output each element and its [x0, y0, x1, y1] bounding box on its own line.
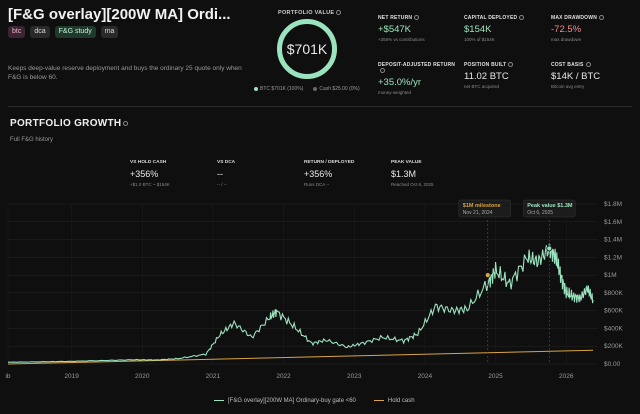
growth-title: PORTFOLIO GROWTH — [10, 118, 129, 129]
growth-chart[interactable]: $0.00 $200K $400K $600K $800K $1M $1.2M $1.4M $1… — [0, 196, 640, 396]
annotation-date: Nov 21, 2024 — [463, 210, 493, 216]
metric-vs-dca: VS DCA -- -- / -- — [217, 160, 236, 187]
legend-series-strategy[interactable]: [F&G overlay][200W MA] Ordinary-buy gate… — [214, 398, 356, 404]
x-tick-label: 2024 — [418, 373, 433, 380]
metric-return-deployed: RETURN / DEPLOYED +356% Runs DCA -- — [304, 160, 355, 187]
info-icon — [519, 15, 525, 21]
y-tick-label: $400K — [604, 325, 623, 332]
x-tick-label: ib — [5, 373, 10, 380]
series-line-strategy — [7, 243, 594, 363]
y-tick-label: $1M — [604, 272, 617, 279]
y-tick-label: $800K — [604, 290, 623, 297]
y-tick-label: $1.6M — [604, 219, 622, 226]
growth-subtitle: Full F&G history — [10, 137, 54, 143]
y-tick-label: $0.00 — [604, 361, 621, 368]
tag-list: btc dca F&G study ma — [8, 26, 119, 38]
legend-btc: BTC $701K (100%) — [254, 86, 303, 92]
portfolio-value: $701K — [286, 41, 328, 57]
info-icon — [599, 15, 605, 21]
tag-btc[interactable]: btc — [8, 26, 26, 38]
x-tick-label: 2023 — [347, 373, 362, 380]
stat-deposit-return: DEPOSIT-ADJUSTED RETURN +35.0%/yr money-… — [378, 62, 456, 95]
y-tick-label: $1.4M — [604, 237, 622, 244]
annotation-date: Oct 6, 2025 — [527, 210, 553, 216]
x-tick-label: 2026 — [559, 373, 574, 380]
stat-capital-deployed: CAPITAL DEPLOYED $154K 100% of $154K — [464, 15, 544, 42]
metric-peak-value: PEAK VALUE $1.3M Reached Oct 6, 2025 — [391, 160, 434, 187]
annotation-box — [522, 199, 576, 218]
btc-dot-icon — [254, 86, 258, 91]
strategy-title: [F&G overlay][200W MA] Ordi... — [8, 6, 231, 23]
cash-dot-icon — [313, 86, 318, 91]
annotation-title: $1M milestone — [463, 203, 501, 209]
portfolio-value-label: PORTFOLIO VALUE — [278, 10, 342, 16]
y-tick-label: $1.8M — [604, 201, 622, 208]
overview-panel: [F&G overlay][200W MA] Ordi... btc dca F… — [0, 0, 640, 100]
info-icon — [336, 10, 342, 16]
x-tick-label: 2021 — [206, 373, 221, 380]
info-icon — [414, 15, 420, 21]
legend-series-hold-cash[interactable]: Hold cash — [373, 398, 415, 404]
x-tick-label: 2025 — [488, 373, 503, 380]
y-tick-label: $200K — [604, 343, 623, 350]
annotation-box — [458, 199, 512, 218]
stat-net-return: NET RETURN +$547K +356% vs contributions — [378, 15, 425, 42]
series-line-hold-cash — [7, 349, 594, 365]
tag-ma[interactable]: ma — [100, 26, 119, 38]
x-tick-label: 2020 — [135, 373, 150, 380]
x-tick-label: 2022 — [276, 373, 291, 380]
annotation-title: Peak value $1.3M — [527, 203, 573, 209]
x-tick-label: 2019 — [64, 373, 79, 380]
annotation-marker — [546, 245, 553, 252]
info-icon — [508, 62, 514, 68]
annotation-marker — [484, 272, 491, 279]
info-icon — [585, 62, 591, 68]
info-icon — [380, 68, 385, 74]
y-tick-label: $1.2M — [604, 254, 622, 261]
chart-legend: [F&G overlay][200W MA] Ordinary-buy gate… — [214, 398, 415, 404]
info-icon — [123, 120, 129, 126]
tag-fg-study[interactable]: F&G study — [54, 26, 96, 38]
legend-cash: Cash $25.00 (0%) — [313, 86, 360, 92]
section-divider — [8, 106, 632, 107]
strategy-description: Keeps deep-value reserve deployment and … — [8, 65, 242, 81]
stat-cost-basis: COST BASIS $14K / BTC Bitcoin avg entry — [551, 62, 601, 89]
y-tick-label: $600K — [604, 308, 623, 315]
tag-dca[interactable]: dca — [30, 26, 50, 38]
metric-vs-hold: VS HOLD CASH +356% +$1.0 BTC ~ $154K — [130, 160, 170, 187]
stat-max-drawdown: MAX DRAWDOWN -72.5% max drawdown — [551, 15, 631, 42]
stat-position-built: POSITION BUILT 11.02 BTC net BTC acquire… — [464, 62, 544, 89]
portfolio-value-ring: $701K — [277, 19, 337, 79]
portfolio-legend: BTC $701K (100%) Cash $25.00 (0%) — [254, 86, 360, 92]
